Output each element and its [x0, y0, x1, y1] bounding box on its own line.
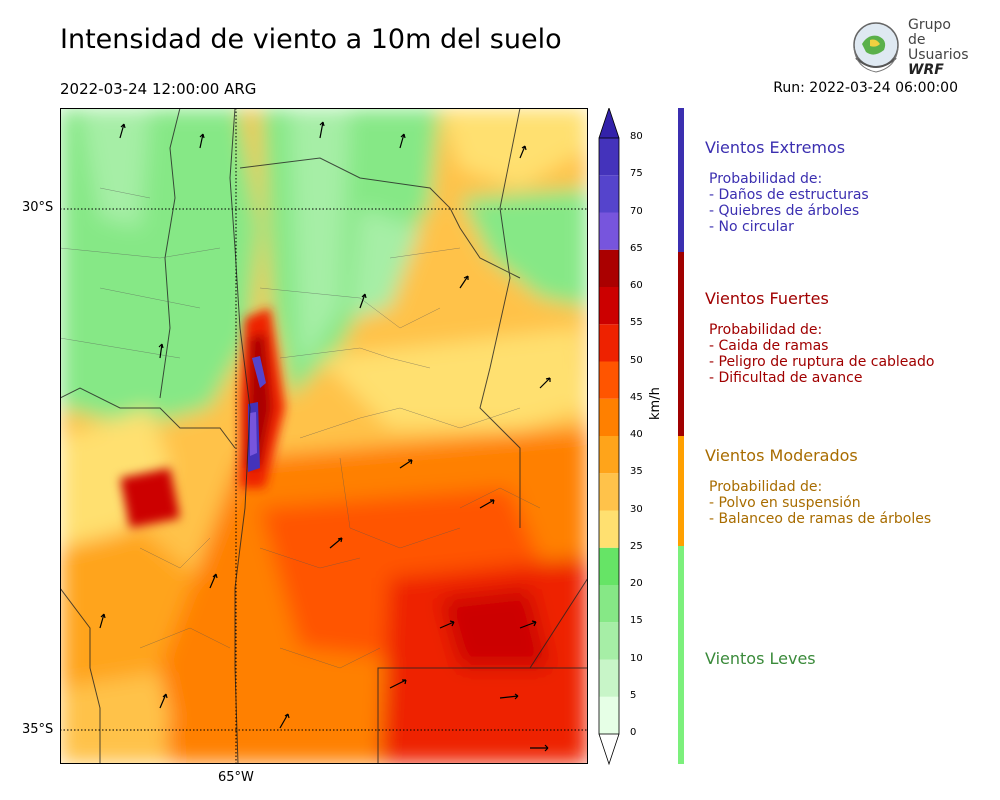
colorbar-tick: 0: [630, 727, 637, 738]
map-title: Intensidad de viento a 10m del suelo: [60, 24, 562, 55]
colorbar-segment: [599, 212, 619, 250]
run-time: Run: 2022-03-24 06:00:00: [773, 80, 958, 96]
category-legend: Vientos Extremos Probabilidad de: - Daños …: [705, 138, 869, 235]
category-desc-line: - Quiebres de árboles: [709, 203, 860, 219]
wind-map: [60, 108, 588, 764]
colorbar-segment: [599, 324, 619, 362]
valid-time: 2022-03-24 12:00:00 ARG: [60, 80, 257, 98]
colorbar-segment: [599, 547, 619, 585]
category-bar: [678, 252, 684, 436]
colorbar-segment: [599, 398, 619, 436]
colorbar-segment: [599, 138, 619, 176]
category-desc-line: - No circular: [709, 219, 794, 235]
colorbar-segment: [599, 622, 619, 660]
wrf-logo: Grupo de Usuarios WRF: [848, 17, 969, 78]
category-desc-line: - Polvo en suspensión: [709, 495, 861, 511]
category-name: Vientos Moderados: [705, 446, 858, 465]
category-desc-line: Probabilidad de:: [709, 322, 823, 338]
colorbar-segment: [599, 175, 619, 213]
logo-line-2: Usuarios: [908, 47, 969, 63]
colorbar-tick: 80: [630, 131, 643, 142]
colorbar-tick: 5: [630, 689, 637, 701]
colorbar-tick: 35: [630, 466, 643, 478]
wind-field: [60, 108, 588, 764]
colorbar-tick: 60: [630, 280, 643, 291]
colorbar-tick: 45: [630, 391, 643, 403]
category-desc-line: - Daños de estructuras: [709, 187, 869, 203]
colorbar-tick: 30: [630, 503, 643, 515]
logo-line-3: WRF: [908, 62, 944, 78]
category-desc-line: - Dificultad de avance: [709, 370, 863, 386]
colorbar-segment: [599, 249, 619, 287]
colorbar-tick: 75: [630, 168, 643, 180]
colorbar-tick: 70: [630, 205, 643, 217]
lat-label-35s: 35°S: [22, 722, 54, 737]
colorbar-tick: 55: [630, 317, 643, 329]
colorbar-tick: 50: [630, 354, 643, 366]
colorbar-unit: km/h: [648, 387, 663, 420]
colorbar-segment: [599, 361, 619, 399]
colorbar-segment: [599, 659, 619, 697]
category-desc-line: - Peligro de ruptura de cableado: [709, 354, 935, 370]
category-bar: [678, 436, 684, 546]
category-bar: [678, 108, 684, 252]
colorbar-tick: 25: [630, 540, 643, 552]
logo-line-1: Grupo de: [908, 17, 951, 48]
category-bar: [678, 546, 684, 764]
category-name: Vientos Fuertes: [705, 289, 829, 308]
category-name: Vientos Leves: [705, 649, 816, 668]
category-desc-line: - Balanceo de ramas de árboles: [709, 511, 932, 527]
colorbar-tick: 65: [630, 242, 643, 254]
colorbar-tick: 15: [630, 615, 643, 627]
colorbar-segment: [599, 287, 619, 325]
globe-icon: [853, 22, 899, 73]
colorbar-segment: [599, 510, 619, 548]
category-desc-line: - Caida de ramas: [709, 338, 829, 354]
category-legend: Vientos Leves: [705, 649, 816, 668]
lon-label-65w: 65°W: [218, 770, 254, 785]
category-desc-line: Probabilidad de:: [709, 171, 823, 187]
colorbar-tick: 20: [630, 578, 643, 589]
category-legend: Vientos Moderados Probabilidad de: - Polvo…: [705, 446, 931, 527]
colorbar-segment: [599, 696, 619, 734]
colorbar-segment: [599, 585, 619, 623]
colorbar: [598, 108, 620, 766]
category-legend: Vientos Fuertes Probabilidad de: - Caida d…: [705, 289, 934, 386]
category-desc-line: Probabilidad de:: [709, 479, 823, 495]
colorbar-segment: [599, 473, 619, 511]
colorbar-tick: 40: [630, 429, 643, 440]
lat-label-30s: 30°S: [22, 200, 54, 215]
category-name: Vientos Extremos: [705, 138, 846, 157]
colorbar-tick: 10: [630, 652, 643, 664]
colorbar-segment: [599, 436, 619, 474]
